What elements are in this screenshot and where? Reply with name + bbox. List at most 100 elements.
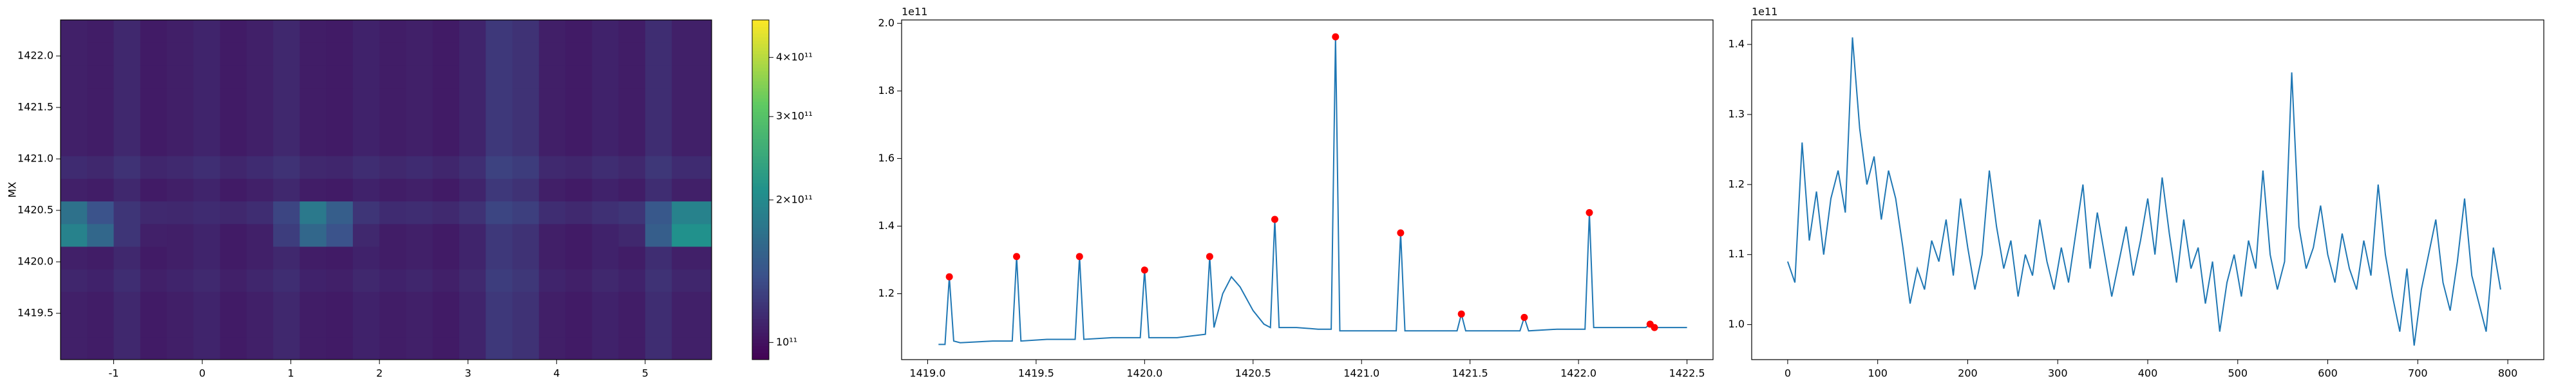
colorbar-step xyxy=(752,101,769,106)
heatmap-cell xyxy=(432,110,460,134)
colorbar-step xyxy=(752,64,769,68)
heatmap-cell xyxy=(645,201,672,225)
heatmap-cell xyxy=(326,269,354,292)
heatmap-cell xyxy=(167,223,194,247)
heatmap-cell xyxy=(645,269,672,292)
heatmap-cell xyxy=(406,269,433,292)
heatmap-cell xyxy=(486,269,513,292)
heatmap-cell xyxy=(193,65,221,89)
heatmap-cell xyxy=(645,42,672,66)
colorbar-step xyxy=(752,264,769,268)
heatmap-cell xyxy=(273,178,300,202)
colorbar-tick-label: 10¹¹ xyxy=(776,336,797,348)
peak-marker xyxy=(1397,229,1405,237)
colorbar-step xyxy=(752,186,769,190)
heatmap-cell xyxy=(432,133,460,156)
heatmap-cell xyxy=(512,201,540,225)
x-tick-label: 5 xyxy=(642,367,649,380)
colorbar-step xyxy=(752,87,769,92)
peak-marker xyxy=(1520,313,1528,321)
heatmap-cell xyxy=(273,20,300,43)
colorbar-step xyxy=(752,33,769,37)
heatmap-cell xyxy=(512,65,540,89)
heatmap-cell xyxy=(645,314,672,338)
colorbar-step xyxy=(752,138,769,143)
colorbar-step xyxy=(752,230,769,235)
colorbar-step xyxy=(752,149,769,153)
colorbar-step xyxy=(752,223,769,228)
colorbar-step xyxy=(752,213,769,217)
heatmap-cell xyxy=(486,42,513,66)
colorbar-step xyxy=(752,257,769,262)
heatmap-cell xyxy=(220,269,247,292)
heatmap-cell xyxy=(486,246,513,270)
heatmap-cell xyxy=(167,201,194,225)
heatmap-cell xyxy=(512,291,540,315)
colorbar-frame xyxy=(752,19,770,360)
heatmap-cell xyxy=(193,42,221,66)
heatmap-cell xyxy=(459,314,486,338)
heatmap-cell xyxy=(432,246,460,270)
heatmap-cell xyxy=(512,42,540,66)
heatmap-cell xyxy=(220,336,247,360)
heatmap-cell xyxy=(432,223,460,247)
heatmap-cell xyxy=(592,269,620,292)
colorbar-step xyxy=(752,74,769,78)
series-line xyxy=(1786,37,2501,346)
heatmap-cell xyxy=(193,87,221,111)
x-tick-label: 400 xyxy=(2138,367,2158,380)
colorbar-step xyxy=(752,329,769,333)
peak-marker xyxy=(945,273,953,280)
x-tick-label: 500 xyxy=(2228,367,2248,380)
y-tick-label: 1.8 xyxy=(878,84,895,96)
heatmap-cell xyxy=(246,336,274,360)
heatmap-cell xyxy=(565,65,592,89)
colorbar-step xyxy=(752,244,769,248)
colorbar-step xyxy=(752,77,769,82)
colorbar-step xyxy=(752,128,769,133)
colorbar-step xyxy=(752,254,769,259)
heatmap-cell xyxy=(406,42,433,66)
heatmap-cell xyxy=(565,110,592,134)
heatmap-cell xyxy=(406,223,433,247)
heatmap-cell xyxy=(61,201,88,225)
heatmap-cell xyxy=(61,291,88,315)
heatmap-cell xyxy=(512,156,540,179)
heatmap-cell xyxy=(592,65,620,89)
heatmap-cell xyxy=(220,156,247,179)
heatmap-cell xyxy=(486,65,513,89)
heatmap-cell xyxy=(538,110,566,134)
heatmap-cell xyxy=(538,246,566,270)
heatmap-cell xyxy=(299,246,327,270)
heatmap-cell xyxy=(406,246,433,270)
heatmap-cell xyxy=(618,110,646,134)
heatmap-cell xyxy=(299,336,327,360)
heatmap-cell xyxy=(113,269,141,292)
heatmap-cell xyxy=(87,269,115,292)
heatmap-cell xyxy=(538,314,566,338)
colorbar-step xyxy=(752,291,769,296)
colorbar-step xyxy=(752,220,769,225)
heatmap-cell xyxy=(432,178,460,202)
heatmap-cell xyxy=(273,269,300,292)
heatmap-cell xyxy=(512,110,540,134)
heatmap-cell xyxy=(220,110,247,134)
y-tick-label: 1.2 xyxy=(878,287,895,299)
colorbar-step xyxy=(752,57,769,61)
heatmap-cell xyxy=(326,65,354,89)
heatmap-cell xyxy=(246,42,274,66)
x-tick-label: 1419.0 xyxy=(909,367,945,380)
heatmap-cell xyxy=(299,110,327,134)
colorbar-step xyxy=(752,145,769,150)
heatmap-cell xyxy=(618,291,646,315)
heatmap-cell xyxy=(299,291,327,315)
heatmap-cell xyxy=(140,42,167,66)
heatmap-cell xyxy=(645,156,672,179)
colorbar-step xyxy=(752,326,769,329)
colorbar-step xyxy=(752,125,769,129)
axes-frame xyxy=(1751,19,2544,360)
heatmap-cell xyxy=(565,20,592,43)
heatmap-cell xyxy=(273,65,300,89)
heatmap-cell xyxy=(326,42,354,66)
